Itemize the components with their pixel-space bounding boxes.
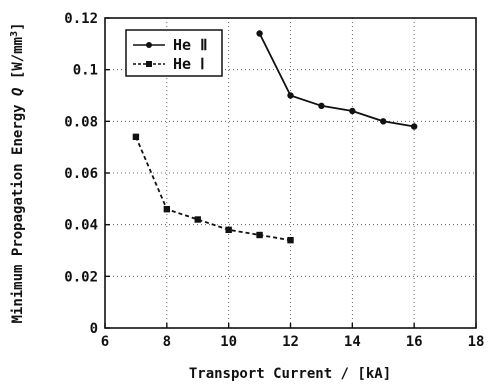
data-point	[349, 107, 356, 115]
x-tick-label: 18	[468, 334, 485, 350]
y-tick-label: 0.06	[64, 166, 98, 182]
data-point	[318, 102, 325, 110]
y-tick-label: 0.12	[64, 11, 98, 27]
data-point	[132, 133, 140, 141]
data-point	[225, 226, 232, 234]
series-layer	[132, 30, 418, 244]
x-tick-label: 6	[101, 334, 109, 350]
x-tick-label: 14	[344, 334, 361, 350]
y-axis-title: Minimum Propagation Energy Q [W/mm3]	[9, 22, 26, 323]
data-point	[256, 231, 263, 239]
legend-box	[125, 29, 223, 77]
series-line-1	[135, 136, 291, 242]
y-tick-label: 0.02	[64, 269, 98, 285]
data-point	[194, 216, 201, 223]
y-axis-title-prefix: Minimum Propagation Energy	[10, 96, 26, 324]
legend-label-he1: He Ⅰ	[173, 55, 205, 73]
x-tick-label: 10	[220, 334, 237, 350]
x-axis-title: Transport Current / [kA]	[189, 366, 391, 382]
legend-marker-he2	[146, 42, 152, 48]
y-axis-title-end: ]	[10, 22, 26, 30]
data-point	[380, 118, 387, 125]
y-tick-label: 0.04	[64, 218, 98, 234]
data-point	[163, 205, 171, 213]
data-point	[287, 92, 294, 99]
legend: He Ⅱ He Ⅰ	[125, 29, 223, 77]
data-point	[410, 123, 418, 130]
y-tick-label: 0.1	[73, 63, 98, 79]
x-tick-label: 8	[163, 334, 171, 350]
plot-frame	[104, 17, 477, 329]
y-axis-title-symbol: Q	[10, 88, 26, 96]
x-tick-label: 16	[406, 334, 423, 350]
data-point	[256, 30, 263, 37]
legend-marker-he1	[146, 61, 152, 67]
ticks-layer: 6 8 10 12 14 16 18 0 0.02 0.04 0.06 0.08 0.1 0.12	[64, 11, 484, 350]
data-point	[287, 236, 294, 244]
y-axis-title-unit: [W/mm	[10, 37, 26, 88]
x-tick-label: 12	[282, 334, 299, 350]
y-tick-label: 0.08	[64, 114, 98, 130]
y-tick-label: 0	[90, 321, 98, 337]
series-line-0	[258, 33, 415, 128]
legend-label-he2: He Ⅱ	[173, 36, 207, 54]
y-axis-title-sup: 3	[9, 31, 20, 37]
